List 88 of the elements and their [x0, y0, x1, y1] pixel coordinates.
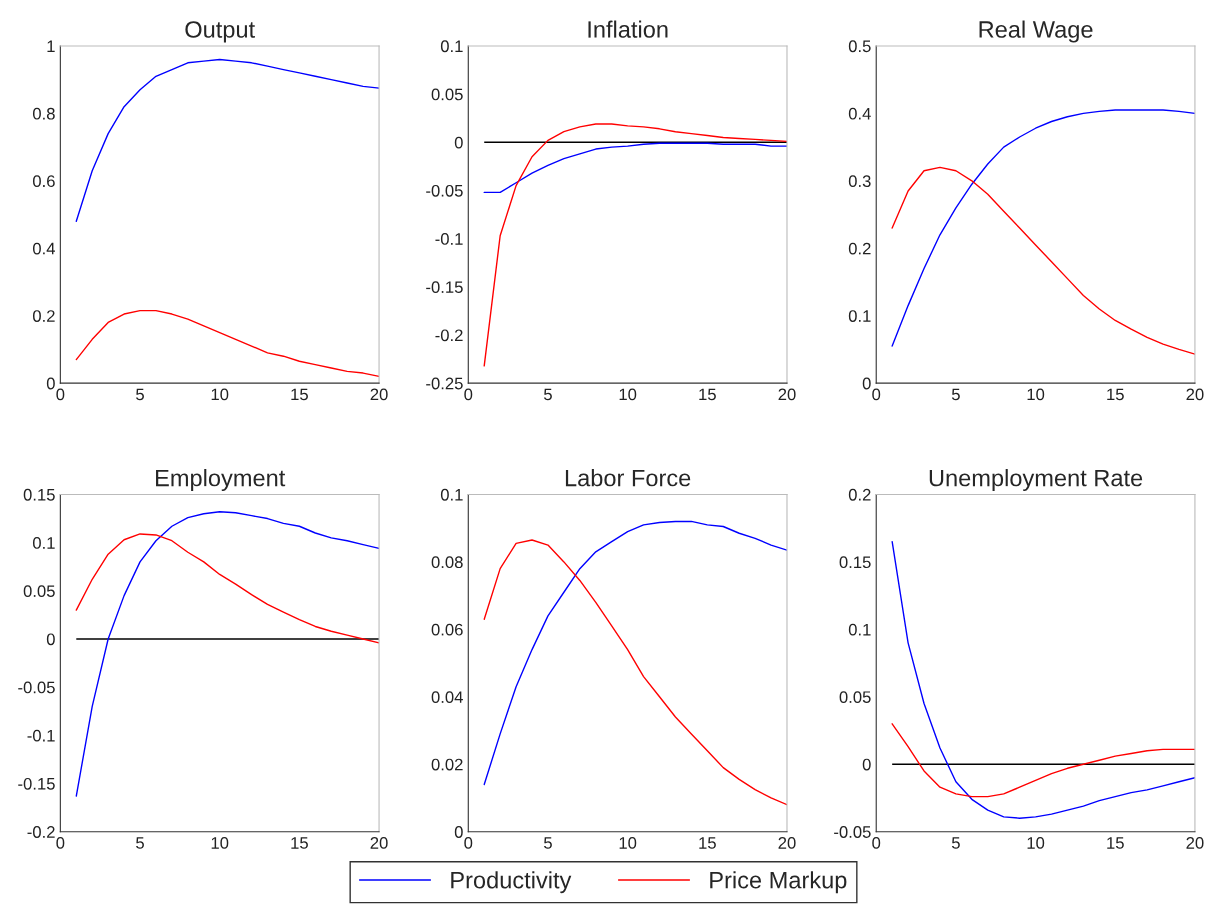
chart-title: Real Wage: [979, 20, 1093, 43]
y-tick-label: 0.02: [431, 758, 463, 771]
x-tick-label: 0: [872, 837, 881, 849]
y-tick-label: -0.05: [834, 826, 871, 838]
chart-title: Output: [185, 21, 255, 43]
y-tick-label: 0.3: [848, 175, 871, 188]
x-tick-label: 0: [56, 837, 65, 849]
y-tick-label: 0.4: [32, 242, 55, 255]
x-tick-label: 15: [291, 837, 308, 849]
y-tick-label: 0.2: [848, 488, 871, 501]
y-tick-label: 0.4: [848, 107, 871, 120]
y-tick-label: 0.8: [32, 107, 55, 120]
y-tick-label: -0.25: [426, 377, 463, 390]
y-tick-label: 0: [862, 377, 871, 390]
y-tick-label: 0.2: [32, 310, 55, 322]
x-tick-label: 10: [211, 837, 229, 849]
x-tick-label: 15: [291, 388, 308, 401]
line-series: [891, 723, 1195, 798]
x-tick-label: 20: [778, 837, 796, 849]
y-tick-label: -0.1: [27, 729, 55, 742]
x-tick-label: 15: [699, 388, 716, 401]
y-tick-label: -0.15: [18, 777, 55, 790]
y-tick-label: 1: [47, 40, 55, 52]
y-tick-label: -0.05: [426, 184, 463, 197]
chart-title: Inflation: [588, 20, 668, 38]
x-tick-label: 5: [544, 837, 552, 849]
y-tick-label: 0.06: [431, 623, 463, 636]
y-tick-label: 0.1: [848, 623, 871, 636]
y-tick-label: 0: [46, 633, 55, 646]
y-tick-label: -0.05: [18, 681, 55, 694]
y-tick-label: 0.08: [431, 556, 463, 569]
chart-title: Labor Force: [565, 469, 691, 487]
x-tick-label: 15: [1107, 837, 1124, 849]
x-tick-label: 20: [1186, 388, 1204, 401]
y-tick-label: 0.6: [32, 175, 55, 188]
line-series: [75, 533, 380, 644]
y-tick-label: 0.1: [32, 537, 55, 549]
y-tick-label: 0.5: [848, 40, 871, 53]
x-tick-label: 5: [136, 837, 144, 849]
x-tick-label: 5: [951, 388, 960, 401]
line-series: [483, 142, 787, 194]
x-tick-label: 10: [1027, 388, 1045, 401]
x-tick-label: 0: [872, 388, 881, 401]
x-tick-label: 10: [1027, 837, 1045, 849]
x-tick-label: 20: [1186, 837, 1204, 849]
y-tick-label: 0: [46, 377, 55, 390]
y-tick-label: 0.1: [848, 310, 871, 322]
y-tick-label: -0.2: [27, 826, 55, 838]
y-tick-label: -0.1: [435, 233, 463, 245]
y-tick-label: 0.05: [839, 691, 871, 704]
legend-label: Productivity: [451, 871, 572, 894]
x-tick-label: 0: [464, 837, 473, 849]
y-tick-label: 0.1: [440, 40, 463, 53]
x-tick-label: 5: [544, 388, 552, 401]
y-tick-label: 0.04: [431, 691, 463, 704]
x-tick-label: 10: [211, 388, 229, 401]
chart-title: Employment: [156, 469, 286, 492]
y-tick-label: 0: [862, 758, 871, 771]
y-tick-label: 0.15: [23, 488, 55, 501]
line-series: [891, 109, 1195, 347]
y-tick-label: 0: [454, 136, 463, 149]
line-series: [75, 58, 380, 223]
y-tick-label: 0.05: [431, 88, 463, 101]
y-tick-label: 0.05: [23, 585, 55, 598]
y-tick-label: -0.2: [435, 329, 463, 342]
y-tick-label: 0.2: [848, 242, 871, 255]
x-tick-label: 10: [619, 388, 637, 401]
y-tick-label: -0.15: [426, 281, 463, 294]
chart-title: Unemployment Rate: [929, 469, 1143, 492]
x-tick-label: 0: [464, 388, 473, 401]
x-tick-label: 15: [699, 837, 716, 849]
line-series: [483, 123, 787, 367]
x-tick-label: 5: [951, 837, 960, 849]
line-series: [891, 166, 1195, 355]
legend-label: Price Markup: [710, 871, 847, 894]
line-series: [75, 511, 380, 797]
y-tick-label: 0.15: [839, 556, 871, 569]
x-tick-label: 5: [136, 388, 144, 401]
x-tick-label: 0: [56, 388, 65, 401]
x-tick-label: 10: [619, 837, 637, 849]
line-series: [891, 540, 1195, 819]
y-tick-label: 0: [454, 826, 463, 838]
x-tick-label: 20: [370, 837, 388, 849]
x-tick-label: 15: [1107, 388, 1124, 401]
x-tick-label: 20: [370, 388, 388, 401]
x-tick-label: 20: [778, 388, 796, 401]
line-series: [75, 309, 380, 378]
y-tick-label: 0.1: [440, 488, 463, 501]
